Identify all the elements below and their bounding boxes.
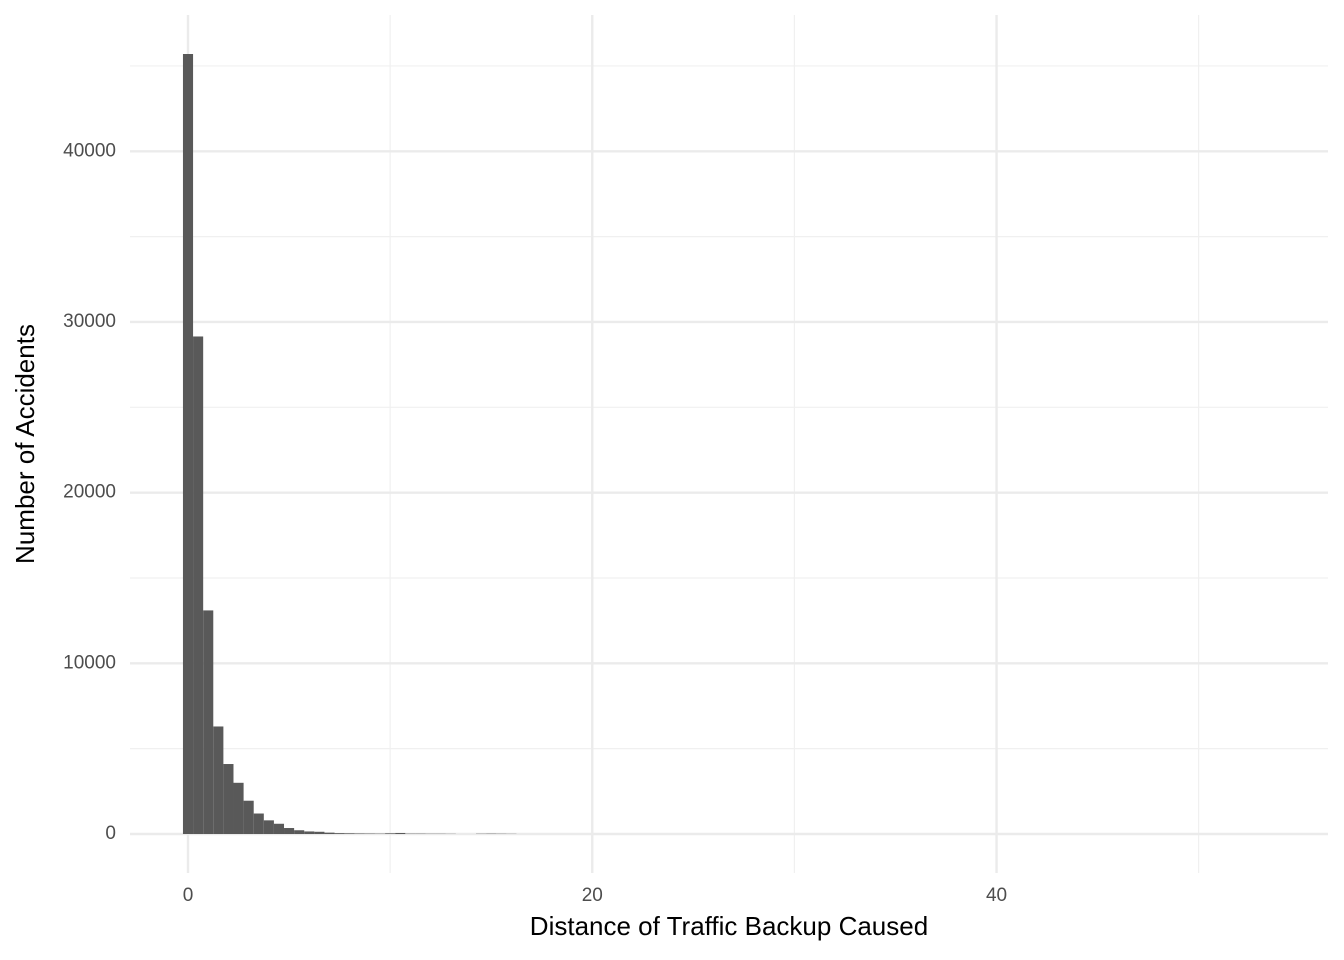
bar (395, 832, 406, 834)
y-axis-title: Number of Accidents (10, 324, 40, 564)
y-tick-label: 10000 (63, 652, 116, 673)
bar (193, 336, 204, 834)
y-tick-label: 30000 (63, 311, 116, 332)
bars (182, 54, 517, 834)
y-tick-label: 0 (105, 823, 116, 844)
bar (314, 831, 325, 834)
x-tick-label: 0 (183, 885, 194, 906)
bar (213, 726, 224, 834)
bar (182, 54, 194, 834)
y-tick-label: 40000 (63, 140, 116, 161)
bar (203, 610, 214, 834)
bar (253, 813, 264, 834)
bar (284, 828, 295, 834)
bar (354, 833, 365, 834)
y-tick-label: 20000 (63, 482, 116, 503)
bar (324, 832, 335, 834)
bar (223, 764, 234, 834)
x-axis-title: Distance of Traffic Backup Caused (530, 911, 928, 941)
bar (304, 831, 315, 834)
bar (344, 833, 355, 834)
bar (334, 833, 345, 834)
x-tick-label: 20 (582, 885, 603, 906)
bar (263, 820, 274, 834)
bar (273, 823, 285, 834)
bar (385, 833, 396, 834)
bar (233, 782, 244, 834)
x-tick-label: 40 (986, 885, 1007, 906)
bar (294, 830, 305, 834)
bar (243, 800, 254, 834)
grid (130, 15, 1328, 873)
